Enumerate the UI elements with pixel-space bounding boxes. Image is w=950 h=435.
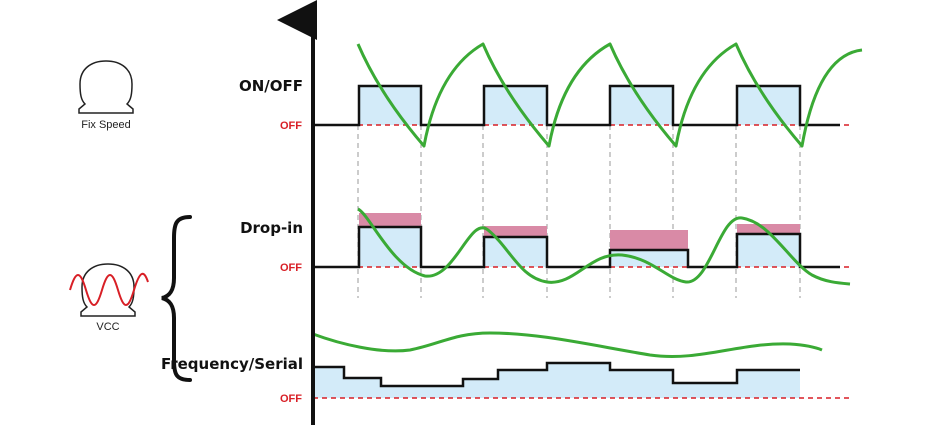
frequency-label: Frequency/Serial bbox=[161, 355, 303, 373]
on-off-label: ON/OFF bbox=[239, 77, 303, 95]
group-brace bbox=[161, 215, 192, 382]
on-off-off-label: OFF bbox=[280, 120, 302, 132]
drop-in-off-label: OFF bbox=[280, 262, 302, 274]
compressor-sine-icon bbox=[69, 263, 149, 317]
on-off-row bbox=[313, 42, 863, 148]
vcc-caption: VCC bbox=[96, 321, 119, 333]
drop-in-pulses bbox=[359, 227, 800, 267]
on-off-pulses bbox=[359, 86, 800, 125]
frequency-temperature-curve bbox=[312, 331, 823, 358]
drop-in-signal bbox=[313, 225, 840, 269]
on-off-signal bbox=[313, 84, 840, 127]
drop-in-label: Drop-in bbox=[240, 219, 303, 237]
frequency-row bbox=[312, 331, 850, 399]
frequency-fill bbox=[313, 363, 800, 398]
fix-speed-caption: Fix Speed bbox=[81, 119, 131, 131]
compressor-icon bbox=[78, 60, 134, 114]
sine-wave-icon bbox=[69, 272, 149, 306]
drop-in-excess bbox=[359, 213, 800, 250]
frequency-off-label: OFF bbox=[280, 393, 302, 405]
frequency-signal bbox=[313, 361, 800, 388]
drop-in-temperature-curve bbox=[357, 207, 851, 286]
on-off-temperature-curve bbox=[356, 42, 863, 148]
drop-in-row bbox=[313, 207, 851, 286]
sync-guides bbox=[357, 125, 801, 298]
